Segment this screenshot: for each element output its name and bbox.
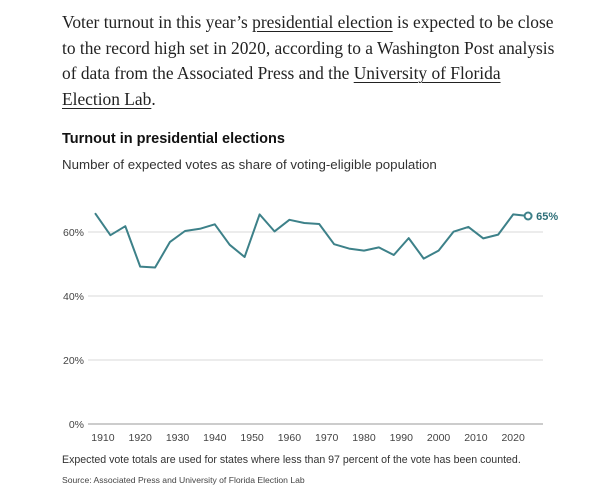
turnout-series: 65% xyxy=(94,211,558,269)
article-text-3: . xyxy=(151,88,156,109)
x-tick-label: 2010 xyxy=(464,432,488,444)
x-tick-label: 1940 xyxy=(203,432,227,444)
x-tick-label: 1970 xyxy=(315,432,339,444)
end-point-marker xyxy=(523,211,533,221)
gridlines xyxy=(88,231,543,425)
y-axis-tick-labels: 0% 20% 40% 60% xyxy=(63,227,84,431)
election-lab-link[interactable]: University of Florida Election Lab xyxy=(62,63,501,109)
y-tick-label: 40% xyxy=(63,291,84,303)
turnout-line-chart: 0% 20% 40% 60% 1910 1920 1930 1940 1950 1960 1970… xyxy=(63,211,558,444)
x-tick-label: 1990 xyxy=(390,432,414,444)
turnout-line xyxy=(94,212,530,269)
chart-title: Turnout in presidential elections xyxy=(62,131,285,147)
x-tick-label: 1930 xyxy=(166,432,190,444)
x-tick-label: 2000 xyxy=(427,432,451,444)
x-tick-label: 1980 xyxy=(352,432,376,444)
chart-note: Expected vote totals are used for states… xyxy=(62,454,521,466)
chart-source: Source: Associated Press and University … xyxy=(62,475,305,485)
x-tick-label: 1960 xyxy=(278,432,302,444)
y-tick-label: 60% xyxy=(63,227,84,239)
article-text-2: is expected to be close to the record hi… xyxy=(62,12,555,83)
x-tick-label: 1950 xyxy=(240,432,264,444)
x-tick-label: 1910 xyxy=(91,432,115,444)
presidential-election-link[interactable]: presidential election xyxy=(252,12,393,32)
article-paragraph: Voter turnout in this year’s presidentia… xyxy=(62,10,562,112)
x-axis-tick-labels: 1910 1920 1930 1940 1950 1960 1970 1980 1990 2000… xyxy=(91,432,525,444)
end-value-label: 65% xyxy=(536,211,558,223)
x-tick-label: 1920 xyxy=(129,432,153,444)
y-tick-label: 0% xyxy=(69,419,84,431)
chart-subtitle: Number of expected votes as share of vot… xyxy=(62,157,437,172)
article-text-1: Voter turnout in this year’s xyxy=(62,12,253,32)
x-tick-label: 2020 xyxy=(501,432,525,444)
y-tick-label: 20% xyxy=(63,355,84,367)
